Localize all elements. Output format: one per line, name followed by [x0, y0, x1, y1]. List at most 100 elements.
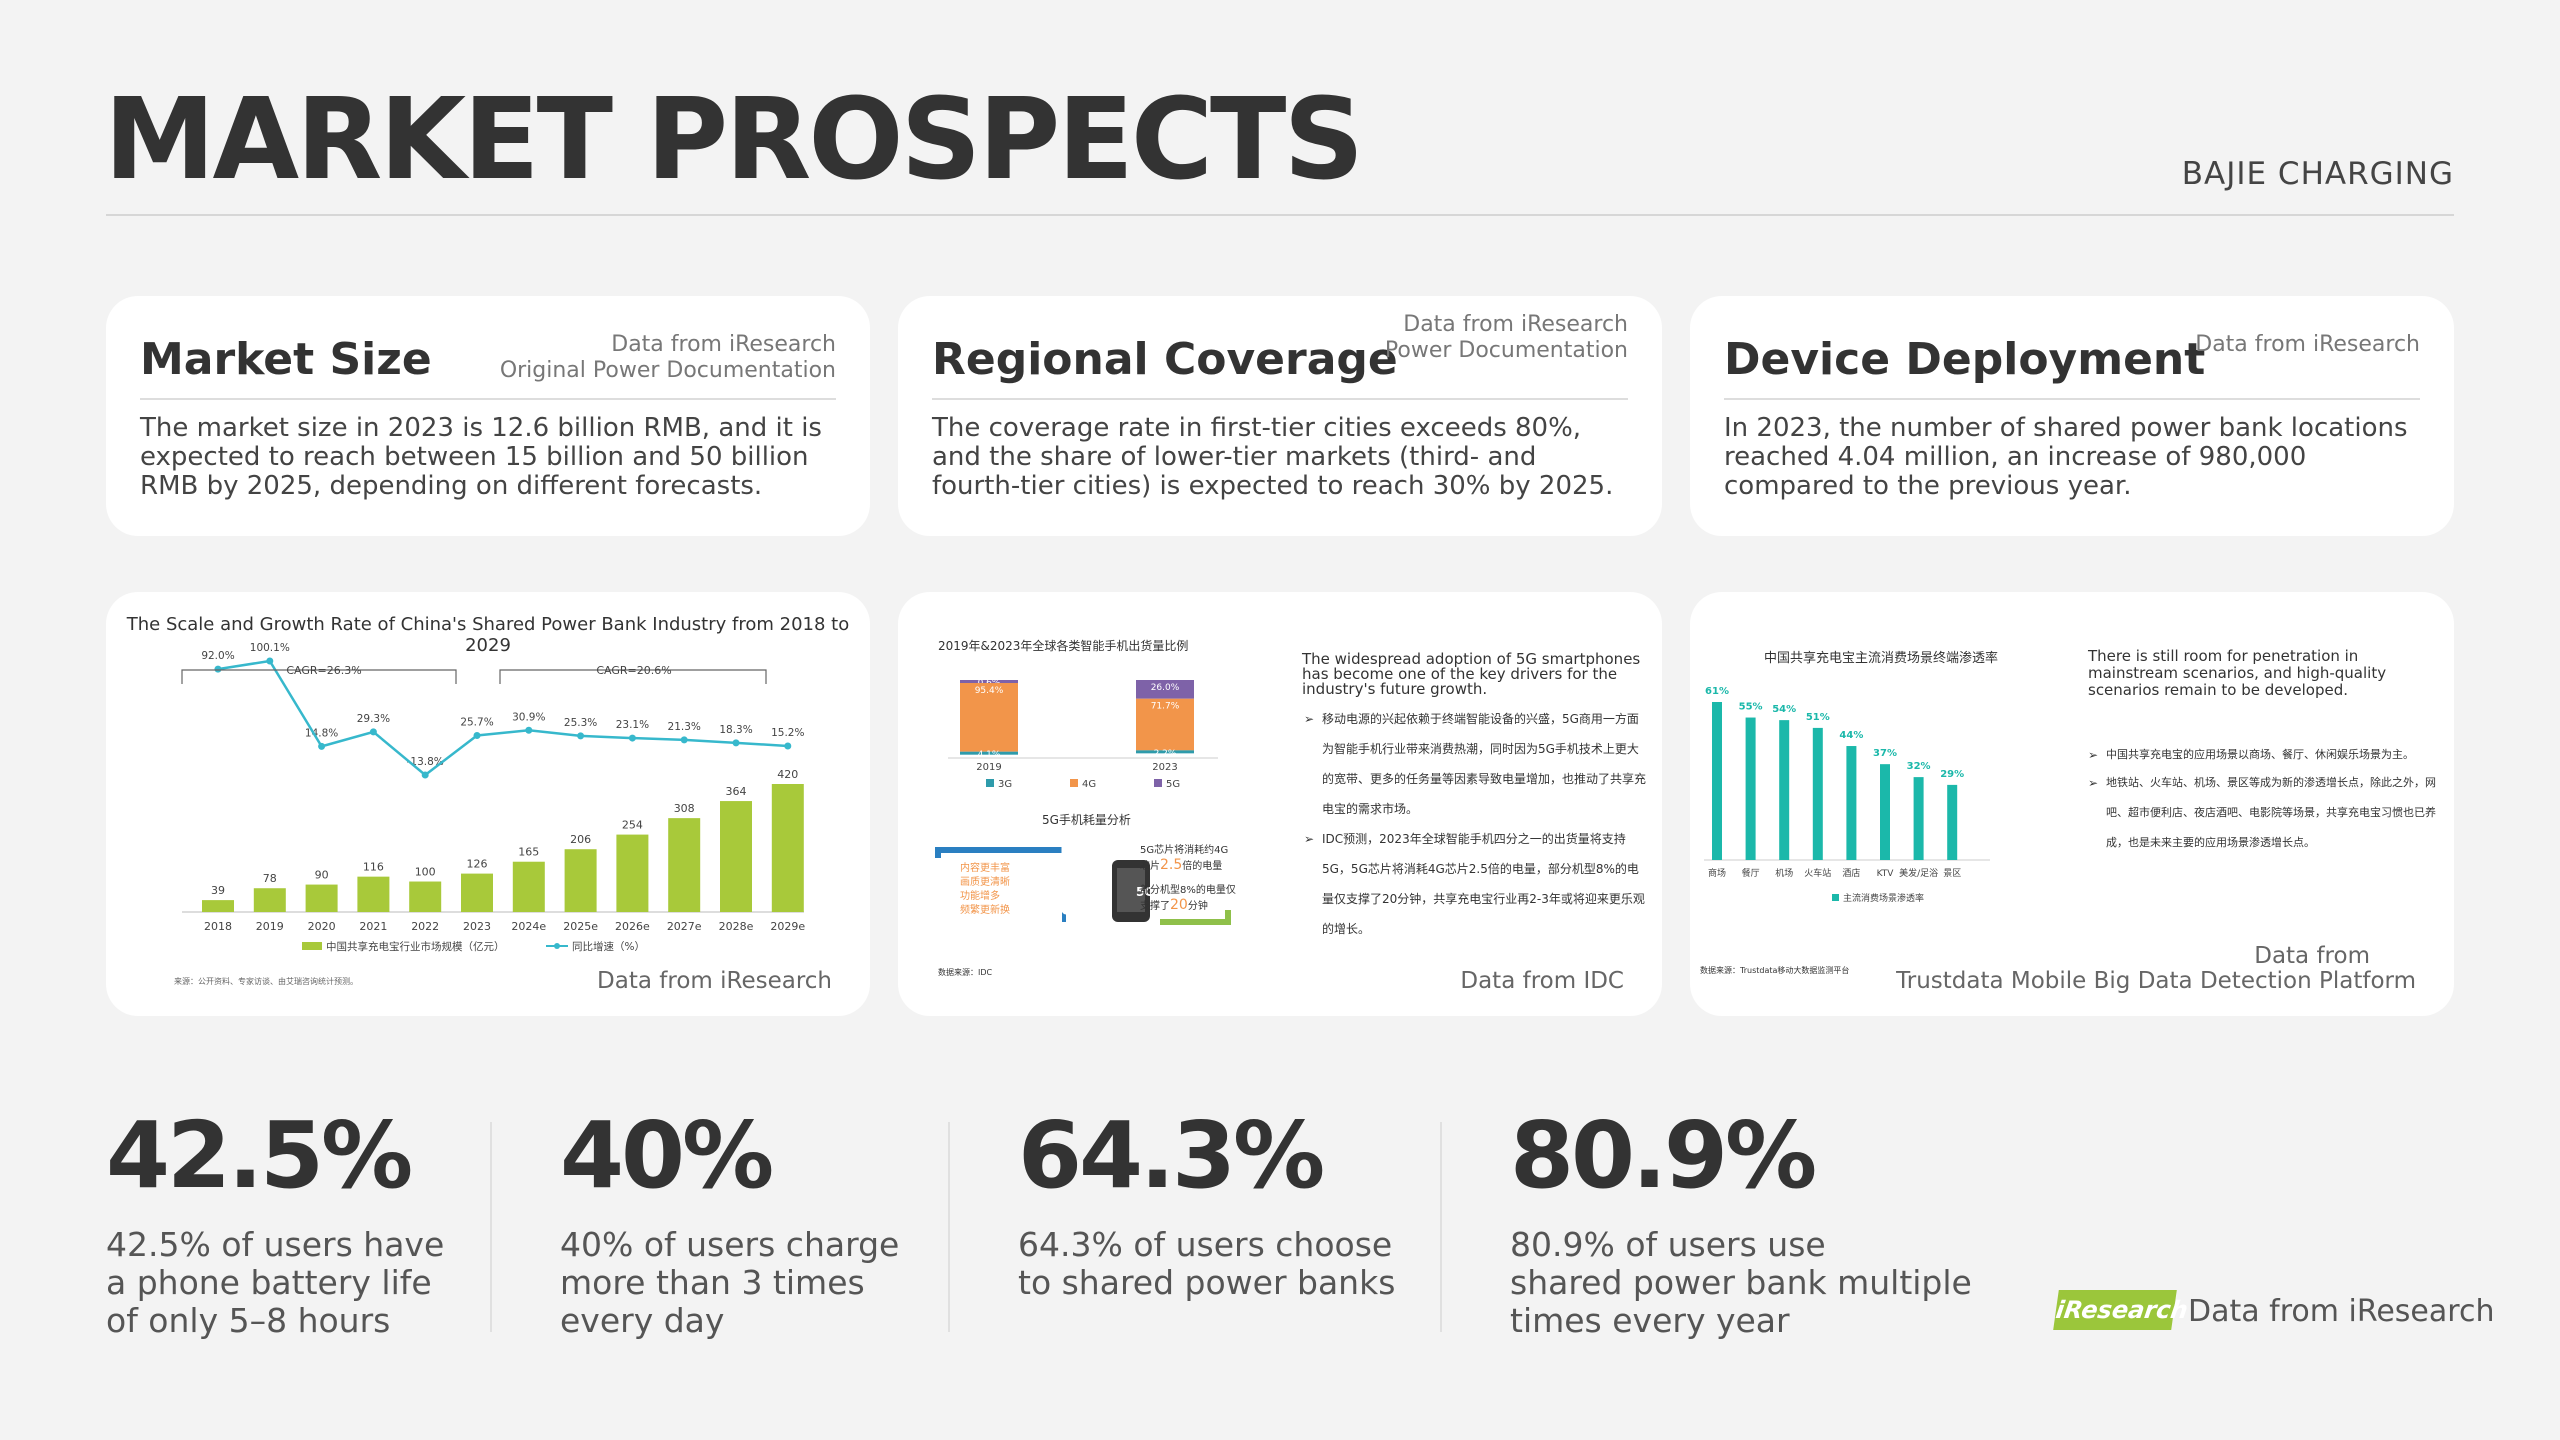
diagram-item: 频繁更新换 [960, 905, 1010, 916]
card-source: Data from iResearch [2195, 332, 2420, 358]
diagram-left-list: 内容更丰富 画质更清晰 功能增多 频繁更新换 [960, 862, 1010, 918]
segment-value-label: 26.0% [1151, 683, 1180, 693]
bar [1846, 746, 1857, 860]
chart-title: 2019年&2023年全球各类智能手机出货量比例 [938, 639, 1189, 653]
cagr-bracket [181, 669, 457, 684]
bar-value-label: 61% [1705, 686, 1729, 697]
legend-label: 4G [1082, 779, 1096, 790]
brand-name: BAJIE CHARGING [2181, 156, 2454, 192]
bar-value-label: 37% [1873, 748, 1897, 759]
diagram-item: 功能增多 [960, 891, 1000, 902]
growth-rate-label: 100.1% [250, 642, 290, 654]
cagr-bracket [499, 669, 767, 684]
legend-swatch [986, 779, 994, 787]
cagr-label: CAGR=26.3% [286, 664, 361, 677]
chart-footnote: 数据来源：IDC [938, 968, 993, 977]
segment-value-label: 4.1% [978, 750, 1001, 760]
legend-label: 3G [998, 779, 1012, 790]
desc-line: shared power bank multiple [1510, 1263, 1972, 1302]
stat-value: 80.9% [1510, 1102, 1817, 1209]
growth-point [369, 728, 377, 736]
x-tick-label: 2023 [463, 920, 491, 933]
bar-value-label: 364 [726, 785, 747, 798]
bar-value-label: 32% [1907, 761, 1931, 772]
x-tick-label: 酒店 [1842, 867, 1860, 879]
bar [1947, 784, 1958, 860]
bar [1712, 702, 1722, 860]
stat-charge-frequency: 40% 40% of users charge more than 3 time… [560, 1110, 899, 1340]
stacked-bar-segment [960, 683, 1018, 752]
stat-description: 64.3% of users choose to shared power ba… [1018, 1226, 1395, 1302]
stacked-bar-segment [960, 680, 1018, 683]
bar-value-label: 126 [467, 858, 488, 871]
bar [616, 834, 649, 912]
footer-source: Data from iResearch [2188, 1294, 2495, 1329]
growth-point [784, 742, 792, 750]
card-title: Regional Coverage [932, 334, 1398, 385]
bar [1812, 727, 1823, 860]
card-source: Data from iResearch Power Documentation [1385, 312, 1628, 364]
scenario-penetration-card: 中国共享充电宝主流消费场景终端渗透率 61% 商场 55% 餐厅 54% 机场 51% 火车站… [1690, 592, 2454, 1016]
x-tick-label: 餐厅 [1742, 867, 1760, 879]
diagram-number: 20 [1170, 897, 1188, 913]
bar [668, 818, 701, 912]
growth-rate-label: 25.7% [460, 716, 493, 728]
chart-footnote: 来源：公开资料、专家访谈、由艾瑞咨询统计预测。 [174, 976, 358, 986]
card-title: Market Size [140, 334, 432, 385]
bar-value-label: 39 [211, 884, 225, 897]
desc-line: more than 3 times [560, 1263, 865, 1302]
x-tick-label: 2029e [770, 920, 805, 933]
x-tick-label: 2018 [204, 920, 232, 933]
growth-point [732, 739, 740, 747]
stat-shared-choice: 64.3% 64.3% of users choose to shared po… [1018, 1110, 1395, 1302]
legend-swatch [1154, 779, 1162, 787]
x-tick-label: 2026e [615, 920, 650, 933]
growth-rate-label: 21.3% [668, 721, 701, 733]
legend-label: 中国共享充电宝行业市场规模（亿元） [326, 940, 505, 953]
bar [564, 849, 597, 912]
x-tick-label: 景区 [1943, 868, 1961, 879]
cagr-label: CAGR=20.6% [596, 664, 671, 677]
regional-coverage-card: Regional Coverage Data from iResearch Po… [898, 296, 1662, 536]
bullet-icon: ➢ [2088, 776, 2099, 790]
growth-rate-label: 23.1% [616, 719, 649, 731]
x-tick-label: 2028e [719, 920, 754, 933]
header-divider [106, 214, 2454, 216]
bar-value-label: 29% [1940, 769, 1964, 780]
diagram-text: 倍的电量 [1182, 861, 1223, 872]
diagram-connector-green [1160, 910, 1231, 925]
x-tick-label: 商场 [1708, 867, 1726, 879]
legend-swatch [1832, 894, 1839, 901]
growth-rate-label: 25.3% [564, 717, 597, 729]
growth-rate-label: -13.8% [407, 756, 444, 768]
stat-description: 80.9% of users use shared power bank mul… [1510, 1226, 1972, 1340]
market-scale-chart: 39201892.0%782019100.1%90202014.8%116202… [174, 642, 805, 986]
source-line: Data from iResearch [611, 332, 836, 357]
growth-rate-label: 92.0% [201, 650, 234, 662]
stat-value: 40% [560, 1102, 774, 1209]
diagram-right-1: 5G芯片将消耗约4G 芯片2.5倍的电量 [1140, 844, 1228, 874]
x-tick-label: 2025e [563, 920, 598, 933]
segment-value-label: 95.4% [975, 686, 1004, 696]
chart-title: 中国共享充电宝主流消费场景终端渗透率 [1764, 651, 1999, 666]
bar [1745, 717, 1756, 860]
diagram-text: 部分机型8%的电量仅 [1140, 885, 1236, 896]
stacked-bar-segment [960, 751, 1018, 755]
diagram-text: 分钟 [1187, 901, 1208, 912]
diagram-item: 内容更丰富 [960, 863, 1010, 874]
source-line: Data from iResearch [1403, 312, 1628, 337]
idc-lead: The widespread adoption of 5G smartphone… [1302, 650, 1641, 698]
desc-line: a phone battery life [106, 1263, 432, 1302]
idc-bullet: 移动电源的兴起依赖于终端智能设备的兴盛，5G商用一方面为智能手机行业带来消费热潮… [1322, 712, 1647, 816]
segment-value-label: 2.2% [1154, 749, 1177, 759]
bar-value-label: 44% [1839, 730, 1863, 741]
card-text: In 2023, the number of shared power bank… [1724, 413, 2408, 501]
stat-value: 42.5% [106, 1102, 413, 1209]
diagram-text: 5G芯片将消耗约4G [1140, 845, 1229, 856]
legend-swatch [302, 942, 322, 950]
scene-lead: There is still room for penetration in m… [2088, 647, 2387, 699]
growth-line [217, 659, 788, 777]
segment-value-label: 71.7% [1151, 702, 1180, 712]
x-tick-label: 2022 [411, 920, 439, 933]
growth-rate-label: 18.3% [719, 724, 752, 736]
